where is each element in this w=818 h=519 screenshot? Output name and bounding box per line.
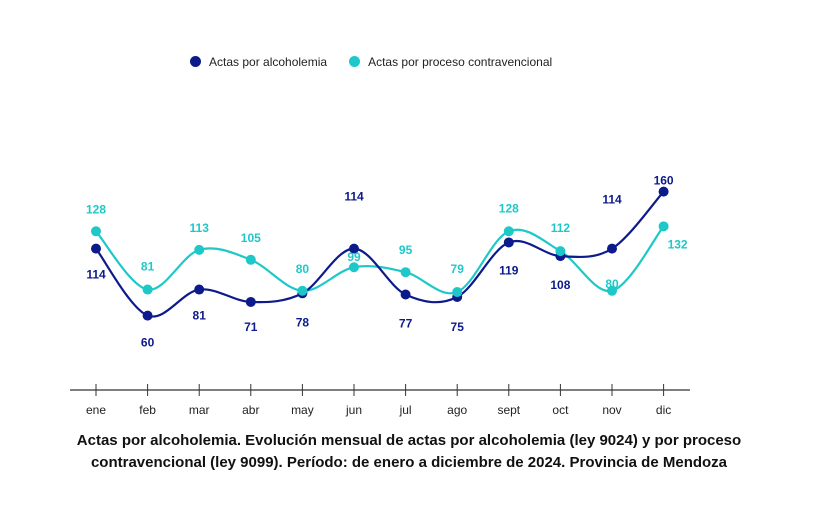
data-point xyxy=(194,284,205,295)
data-point xyxy=(142,310,153,321)
x-tick-label: jun xyxy=(345,403,362,417)
series-line-0 xyxy=(95,190,665,318)
data-label: 60 xyxy=(141,336,155,350)
x-tick-label: nov xyxy=(602,403,621,417)
data-point xyxy=(349,262,359,273)
data-label: 78 xyxy=(296,315,310,329)
data-label: 119 xyxy=(499,263,519,277)
data-label: 77 xyxy=(399,317,413,331)
x-tick-label: abr xyxy=(242,403,259,417)
data-label: 132 xyxy=(668,237,688,251)
series-line-1 xyxy=(95,225,665,295)
x-tick-label: dic xyxy=(656,403,671,417)
data-point xyxy=(503,226,514,237)
legend-item-contravencional: Actas por proceso contravencional xyxy=(349,55,552,69)
data-point xyxy=(400,267,411,278)
caption-line-1: Actas por alcoholemia. Evolución mensual… xyxy=(76,432,742,449)
data-point xyxy=(297,285,308,296)
data-label: 81 xyxy=(141,260,155,274)
data-label: 99 xyxy=(347,250,361,264)
data-label: 160 xyxy=(654,174,674,188)
data-point xyxy=(658,221,669,232)
data-point xyxy=(400,289,411,300)
line-chart: ene feb mar abr may jun jul ago sept oct nov dic 114… xyxy=(70,174,690,417)
legend-dot-icon xyxy=(349,56,361,67)
x-tick-label: oct xyxy=(552,403,569,417)
caption-line-2: contravencional (ley 9099). Período: de … xyxy=(90,454,728,471)
data-label: 71 xyxy=(244,320,258,334)
x-tick-label: jul xyxy=(399,403,412,417)
data-label: 108 xyxy=(550,278,570,292)
legend-dot-icon xyxy=(190,56,201,67)
data-point xyxy=(555,246,566,257)
data-point xyxy=(245,296,256,307)
data-label: 80 xyxy=(605,277,619,291)
legend-label: Actas por alcoholemia xyxy=(209,55,328,69)
data-label: 112 xyxy=(551,221,571,235)
data-label: 75 xyxy=(451,320,465,334)
data-label: 79 xyxy=(451,262,465,276)
data-label: 81 xyxy=(193,309,207,323)
data-point xyxy=(349,243,359,254)
data-point xyxy=(658,186,669,197)
data-point xyxy=(607,285,617,296)
data-point xyxy=(91,226,101,237)
data-label: 80 xyxy=(296,262,310,276)
x-tick-label: sept xyxy=(497,403,520,417)
data-point xyxy=(245,254,256,265)
data-point xyxy=(607,243,617,254)
data-point xyxy=(194,244,205,255)
legend-item-alcoholemia: Actas por alcoholemia xyxy=(190,55,327,69)
x-tick-label: feb xyxy=(139,403,156,417)
legend-label: Actas por proceso contravencional xyxy=(368,55,553,69)
data-label: 128 xyxy=(499,201,519,215)
data-label: 114 xyxy=(344,190,364,204)
data-label: 105 xyxy=(241,231,261,245)
data-point xyxy=(142,284,153,295)
data-label: 114 xyxy=(86,268,106,282)
legend: Actas por alcoholemia Actas por proceso … xyxy=(190,55,552,69)
x-tick-label: mar xyxy=(189,403,210,417)
data-label: 128 xyxy=(86,202,106,216)
chart-caption: Actas por alcoholemia. Evolución mensual… xyxy=(0,430,818,474)
x-tick-label: ago xyxy=(447,403,467,417)
data-point xyxy=(452,287,463,298)
x-tick-label: may xyxy=(291,403,314,417)
data-label: 95 xyxy=(399,243,413,257)
data-label: 113 xyxy=(190,221,210,235)
data-label: 114 xyxy=(602,193,622,207)
data-point xyxy=(91,243,101,254)
x-tick-label: ene xyxy=(86,403,106,417)
data-point xyxy=(503,237,514,248)
